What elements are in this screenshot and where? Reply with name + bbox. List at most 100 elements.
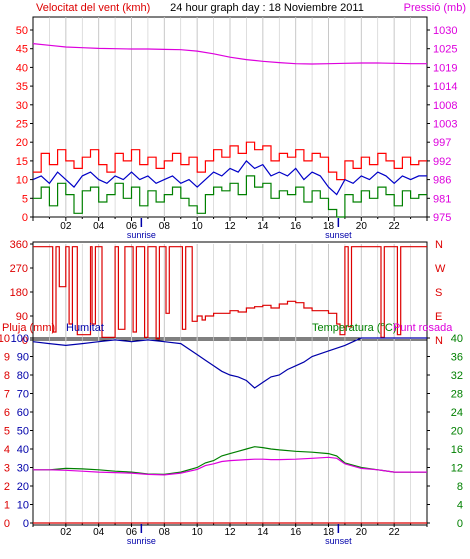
humidity-tick-label: 50 bbox=[17, 426, 29, 438]
temperature-tick-label: 36 bbox=[451, 352, 463, 364]
wind-speed-tick-label: 45 bbox=[16, 44, 28, 56]
dewpoint-axis-label: Punt rosada bbox=[393, 322, 453, 334]
temperature-tick-label: 12 bbox=[451, 463, 463, 475]
x-tick-label: 20 bbox=[356, 527, 368, 538]
x-tick-label: 14 bbox=[257, 221, 269, 232]
x-tick-label: 12 bbox=[224, 221, 236, 232]
temperature-tick-label: 32 bbox=[451, 370, 463, 382]
direction-tick-label: 90 bbox=[16, 311, 28, 323]
x-tick-label: 08 bbox=[159, 221, 171, 232]
pressure-tick-label: 1019 bbox=[433, 62, 457, 74]
series-pressure bbox=[32, 43, 427, 65]
x-tick-label: 06 bbox=[126, 527, 138, 538]
direction-tick-label: 180 bbox=[10, 287, 28, 299]
x-tick-label: 16 bbox=[290, 221, 302, 232]
compass-tick-label: W bbox=[435, 263, 446, 275]
pressure-tick-label: 1008 bbox=[433, 100, 457, 112]
wind-speed-tick-label: 5 bbox=[22, 193, 28, 205]
daylight-annotation: sunset bbox=[325, 536, 352, 546]
rain-tick-label: 5 bbox=[4, 426, 10, 438]
humidity-tick-label: 30 bbox=[17, 463, 29, 475]
compass-tick-label: S bbox=[435, 287, 442, 299]
wind-speed-tick-label: 20 bbox=[16, 137, 28, 149]
temperature-tick-label: 4 bbox=[457, 500, 463, 512]
temperature-axis-label: Temperatura (°C) bbox=[312, 322, 396, 334]
series-humidity bbox=[32, 337, 427, 389]
wind-speed-tick-label: 50 bbox=[16, 25, 28, 37]
pressure-tick-label: 1014 bbox=[433, 81, 457, 93]
series-lull bbox=[33, 175, 427, 218]
grid-lines bbox=[49, 17, 411, 523]
x-tick-label: 12 bbox=[224, 527, 236, 538]
series-direction bbox=[33, 246, 427, 340]
humidity-tick-label: 80 bbox=[17, 370, 29, 382]
direction-tick-label: 270 bbox=[10, 263, 28, 275]
humidity-tick-label: 0 bbox=[23, 518, 29, 530]
series-dewpoint bbox=[33, 456, 427, 476]
wind-speed-tick-label: 15 bbox=[16, 156, 28, 168]
temperature-tick-label: 24 bbox=[451, 407, 463, 419]
rain-tick-label: 3 bbox=[4, 463, 10, 475]
temperature-tick-label: 8 bbox=[457, 481, 463, 493]
wind-speed-tick-label: 40 bbox=[16, 62, 28, 74]
x-tick-label: 18 bbox=[323, 527, 335, 538]
pressure-axis-label: Pressió (mb) bbox=[404, 2, 466, 14]
compass-tick-label: E bbox=[435, 311, 442, 323]
rain-tick-label: 8 bbox=[4, 370, 10, 382]
axis-ticks bbox=[30, 29, 430, 533]
daylight-annotation: sunrise bbox=[127, 230, 156, 240]
rain-tick-label: 10 bbox=[0, 333, 10, 345]
y-tick-labels: 0510152025303540455097598198699299710031… bbox=[0, 25, 463, 530]
humidity-tick-label: 20 bbox=[17, 481, 29, 493]
x-tick-label: 22 bbox=[389, 221, 401, 232]
series-gust bbox=[33, 141, 427, 181]
humidity-tick-label: 10 bbox=[17, 500, 29, 512]
rain-axis-label: Pluja (mm) bbox=[2, 322, 55, 334]
x-tick-label: 02 bbox=[60, 221, 72, 232]
wind-speed-tick-label: 35 bbox=[16, 81, 28, 93]
wind-speed-tick-label: 10 bbox=[16, 175, 28, 187]
daylight-annotation: sunrise bbox=[127, 536, 156, 546]
wind-speed-axis-label: Velocitat del vent (kmh) bbox=[36, 2, 150, 14]
pressure-tick-label: 1025 bbox=[433, 44, 457, 56]
temperature-tick-label: 28 bbox=[451, 389, 463, 401]
temperature-tick-label: 0 bbox=[457, 518, 463, 530]
pressure-tick-label: 986 bbox=[433, 175, 451, 187]
x-tick-label: 06 bbox=[126, 221, 138, 232]
pressure-tick-label: 975 bbox=[433, 212, 451, 224]
pressure-tick-label: 992 bbox=[433, 156, 451, 168]
pressure-tick-label: 981 bbox=[433, 193, 451, 205]
daylight-annotation: sunset bbox=[325, 230, 352, 240]
x-tick-label: 18 bbox=[323, 221, 335, 232]
temperature-tick-label: 20 bbox=[451, 426, 463, 438]
direction-tick-label: 360 bbox=[10, 239, 28, 251]
pressure-tick-label: 1030 bbox=[433, 25, 457, 37]
rain-tick-label: 9 bbox=[4, 352, 10, 364]
humidity-axis-label: Humitat bbox=[66, 322, 104, 334]
wind-speed-tick-label: 30 bbox=[16, 100, 28, 112]
rain-tick-label: 1 bbox=[4, 500, 10, 512]
series-lines bbox=[32, 43, 427, 524]
x-tick-label: 20 bbox=[356, 221, 368, 232]
x-tick-label: 16 bbox=[290, 527, 302, 538]
x-tick-label: 08 bbox=[159, 527, 171, 538]
pressure-tick-label: 1003 bbox=[433, 119, 457, 131]
x-tick-label: 14 bbox=[257, 527, 269, 538]
humidity-tick-label: 40 bbox=[17, 444, 29, 456]
x-tick-label: 04 bbox=[93, 221, 105, 232]
humidity-tick-label: 90 bbox=[17, 352, 29, 364]
series-average bbox=[32, 160, 427, 196]
pressure-tick-label: 997 bbox=[433, 137, 451, 149]
x-tick-label: 22 bbox=[389, 527, 401, 538]
x-tick-label: 02 bbox=[60, 527, 72, 538]
temperature-tick-label: 40 bbox=[451, 333, 463, 345]
rain-tick-label: 2 bbox=[4, 481, 10, 493]
temperature-tick-label: 16 bbox=[451, 444, 463, 456]
humidity-tick-label: 70 bbox=[17, 389, 29, 401]
x-tick-label: 10 bbox=[192, 221, 204, 232]
humidity-tick-label: 100 bbox=[11, 333, 29, 345]
humidity-tick-label: 60 bbox=[17, 407, 29, 419]
x-tick-label: 04 bbox=[93, 527, 105, 538]
